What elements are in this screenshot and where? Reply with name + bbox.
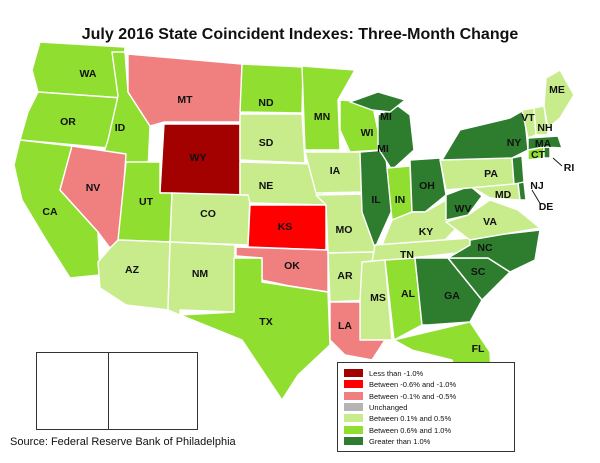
- alaska-inset-box: [36, 352, 110, 430]
- states-layer: [13, 41, 575, 421]
- state-or: [19, 91, 123, 149]
- state-label-wy: WY: [190, 152, 207, 164]
- state-mn: [301, 65, 356, 151]
- legend-swatch: [344, 414, 363, 423]
- state-label-nv: NV: [86, 182, 101, 194]
- state-label-co: CO: [200, 208, 216, 220]
- state-ms: [359, 259, 393, 341]
- legend-label: Between -0.6% and -1.0%: [369, 380, 457, 390]
- state-label-ct: CT: [531, 149, 546, 161]
- state-label-in: IN: [395, 194, 406, 206]
- state-oh: [409, 157, 447, 213]
- state-label-il: IL: [371, 194, 381, 206]
- state-label-mo: MO: [336, 224, 353, 236]
- state-label-ar: AR: [337, 270, 353, 282]
- state-label-vt: VT: [521, 112, 535, 124]
- state-label-wv: WV: [455, 203, 472, 215]
- state-mt: [127, 53, 243, 127]
- legend-label: Less than -1.0%: [369, 369, 424, 378]
- state-label-me: ME: [549, 84, 565, 96]
- state-label-nc: NC: [477, 242, 493, 254]
- state-label-nj: NJ: [530, 180, 544, 192]
- state-nd: [239, 63, 304, 114]
- state-tx: [179, 257, 331, 401]
- state-label-md: MD: [495, 189, 512, 201]
- state-label-ok: OK: [284, 260, 300, 272]
- state-label-sd: SD: [259, 137, 274, 149]
- state-nh: [533, 105, 549, 136]
- legend-swatch: [344, 436, 363, 445]
- state-label-mn: MN: [314, 111, 330, 123]
- state-label-tx: TX: [259, 316, 272, 328]
- state-mi-upper-peninsula: [349, 91, 406, 113]
- state-label-ri: RI: [564, 162, 575, 174]
- state-label-tn: TN: [400, 249, 414, 261]
- state-sd: [239, 113, 306, 164]
- state-label-nm: NM: [192, 268, 209, 280]
- state-wa: [31, 41, 126, 99]
- state-label-la: LA: [338, 320, 352, 332]
- state-label-sc: SC: [471, 266, 486, 278]
- state-me: [543, 69, 575, 129]
- map-title: July 2016 State Coincident Indexes: Thre…: [81, 26, 519, 43]
- state-nj: [511, 155, 525, 185]
- state-nm: [167, 241, 236, 316]
- state-label-ky: KY: [419, 226, 434, 238]
- state-label-ia: IA: [330, 165, 341, 177]
- state-label-ms: MS: [370, 292, 386, 304]
- legend: Less than -1.0% Between -0.6% and -1.0% Be…: [337, 362, 515, 452]
- state-label-ny: NY: [507, 137, 522, 149]
- state-label-oh: OH: [419, 180, 435, 192]
- state-label-mi: MI: [377, 143, 389, 155]
- state-pa: [439, 155, 515, 191]
- legend-swatch: [344, 402, 363, 411]
- state-label-de: DE: [539, 201, 554, 213]
- legend-item-p06_p1: Between 0.6% and 1.0%: [344, 425, 452, 435]
- state-label-mi-upper: MI: [380, 111, 392, 123]
- state-ma: [527, 135, 563, 151]
- legend-swatch: [344, 391, 363, 400]
- legend-label: Between 0.6% and 1.0%: [369, 425, 452, 435]
- state-label-or: OR: [60, 116, 76, 128]
- state-label-wa: WA: [80, 68, 97, 80]
- legend-swatch: [344, 369, 363, 377]
- legend-item-unchanged: Unchanged: [344, 402, 408, 412]
- hawaii-inset-box: [108, 352, 198, 430]
- legend-label: Greater than 1.0%: [369, 436, 431, 446]
- legend-item-gt_p1: Greater than 1.0%: [344, 436, 431, 446]
- state-label-fl: FL: [472, 343, 485, 355]
- legend-label: Between -0.1% and -0.5%: [369, 391, 457, 401]
- legend-item-lt_neg1: Less than -1.0%: [344, 369, 423, 378]
- state-label-ks: KS: [278, 221, 293, 233]
- state-label-nd: ND: [258, 97, 274, 109]
- state-label-va: VA: [483, 216, 497, 228]
- state-label-ne: NE: [259, 180, 274, 192]
- legend-label: Unchanged: [369, 402, 408, 412]
- legend-label: Between 0.1% and 0.5%: [369, 414, 452, 424]
- legend-item-p01_p05: Between 0.1% and 0.5%: [344, 414, 451, 423]
- state-label-wi: WI: [361, 127, 374, 139]
- state-label-ga: GA: [444, 290, 460, 302]
- labels-layer: WA OR CA ID NV MT WY UT AZ CO NM ND SD NE KS OK TX MN IA MO…: [42, 68, 574, 403]
- legend-item-neg01_neg05: Between -0.1% and -0.5%: [344, 391, 457, 401]
- state-label-pa: PA: [484, 168, 498, 180]
- legend-item-neg06_neg1: Between -0.6% and -1.0%: [344, 380, 456, 389]
- state-label-az: AZ: [125, 264, 140, 276]
- leader-lines: [531, 157, 563, 206]
- state-label-al: AL: [401, 288, 416, 300]
- state-label-ca: CA: [42, 206, 58, 218]
- source-note: Source: Federal Reserve Bank of Philadel…: [10, 436, 236, 448]
- state-label-id: ID: [115, 122, 126, 134]
- state-label-ma: MA: [535, 138, 552, 150]
- state-label-ut: UT: [139, 196, 154, 208]
- state-label-nh: NH: [537, 122, 552, 134]
- legend-swatch: [344, 380, 363, 389]
- legend-swatch: [344, 425, 363, 434]
- state-label-mt: MT: [177, 94, 193, 106]
- state-de: [517, 181, 527, 201]
- state-ny: [441, 109, 529, 161]
